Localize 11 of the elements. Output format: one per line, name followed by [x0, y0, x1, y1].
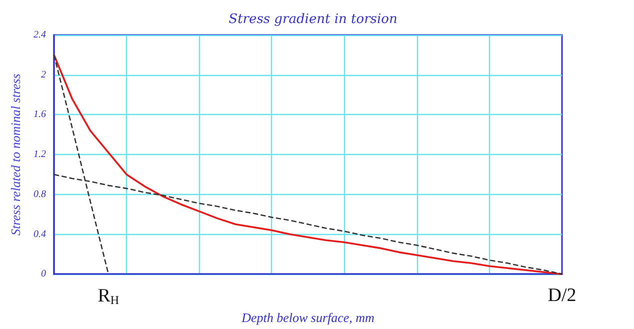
y-tick-label: 0.4 [34, 228, 46, 240]
x-tick-label: D/2 [548, 285, 576, 306]
y-tick-label: 2.4 [34, 30, 46, 40]
y-tick-label: 0 [41, 268, 46, 280]
x-axis-title: Depth below surface, mm [240, 310, 374, 325]
y-tick-label: 1.2 [34, 149, 46, 160]
y-tick-label: 0.8 [34, 188, 46, 200]
y-tick-label: 1.6 [34, 109, 46, 120]
y-axis-title: Stress related to nominal stress [8, 74, 23, 236]
chart-title: Stress gradient in torsion [228, 12, 398, 27]
y-tick-label: 2 [41, 69, 46, 80]
